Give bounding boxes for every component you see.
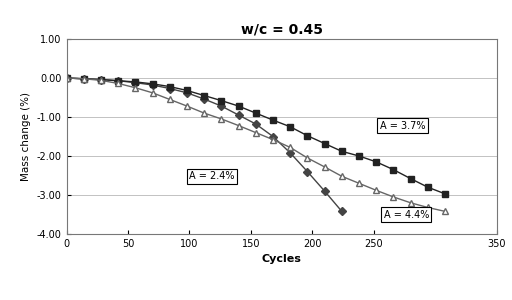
116-3 [81,77,87,81]
117-3 [184,104,190,108]
116-3 [304,170,310,173]
control [253,111,259,115]
116-3 [184,91,190,94]
116-3 [236,113,242,117]
117-3 [63,76,70,80]
117-3 [253,131,259,134]
control [322,142,328,145]
control [373,160,379,164]
117-3 [201,111,207,115]
control [218,99,224,102]
control [236,104,242,108]
control [339,149,345,153]
116-3 [98,78,104,81]
117-3 [236,124,242,128]
116-3 [287,151,293,155]
control [408,177,414,180]
116-3 [253,122,259,126]
Text: A = 3.7%: A = 3.7% [380,121,425,131]
control [132,80,138,84]
Text: A = 2.4%: A = 2.4% [189,171,235,182]
117-3 [442,210,448,213]
Text: A = 4.4%: A = 4.4% [383,210,429,220]
Y-axis label: Mass change (%): Mass change (%) [21,92,31,181]
control [150,82,156,86]
control [356,154,362,158]
116-3 [270,135,276,138]
Title: w/c = 0.45: w/c = 0.45 [241,22,323,36]
control [287,125,293,128]
117-3 [287,146,293,149]
117-3 [81,77,87,81]
116-3 [218,104,224,108]
control [201,94,207,97]
control [425,185,431,189]
117-3 [218,117,224,121]
117-3 [322,165,328,169]
control [184,89,190,92]
117-3 [304,156,310,160]
Line: 116-3: 116-3 [64,75,345,214]
control [98,78,104,81]
116-3 [201,97,207,101]
117-3 [339,175,345,178]
control [167,85,173,88]
117-3 [356,182,362,185]
117-3 [390,195,396,199]
117-3 [425,206,431,209]
116-3 [339,210,345,213]
117-3 [150,91,156,94]
control [270,118,276,122]
117-3 [98,79,104,82]
117-3 [373,188,379,192]
117-3 [115,82,121,85]
117-3 [408,201,414,205]
116-3 [167,87,173,90]
117-3 [167,98,173,101]
116-3 [132,81,138,85]
control [115,79,121,83]
116-3 [322,189,328,193]
117-3 [132,86,138,89]
Line: 117-3: 117-3 [64,75,448,214]
control [442,192,448,196]
117-3 [270,138,276,141]
control [390,168,396,172]
control [81,77,87,81]
116-3 [150,83,156,87]
Line: control: control [64,75,448,196]
control [304,134,310,137]
116-3 [115,79,121,83]
116-3 [63,76,70,80]
control [63,76,70,80]
X-axis label: Cycles: Cycles [262,254,302,264]
